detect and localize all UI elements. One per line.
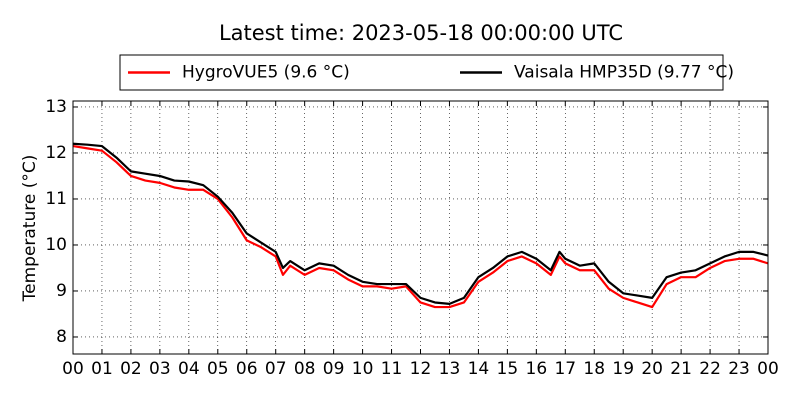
plot-frame — [72, 100, 769, 355]
x-tick-label: 00 — [62, 359, 84, 379]
x-tick-label: 20 — [641, 359, 663, 379]
x-tick-label: 10 — [352, 359, 374, 379]
x-tick-label: 08 — [294, 359, 316, 379]
y-axis-label: Temperature (°C) — [20, 155, 40, 303]
legend-label: Vaisala HMP35D (9.77 °C) — [514, 63, 734, 83]
y-tick-label: 11 — [45, 189, 67, 209]
y-tick-label: 9 — [56, 281, 67, 301]
x-tick-label: 21 — [670, 359, 692, 379]
x-tick-label: 22 — [699, 359, 721, 379]
line-series — [72, 144, 769, 309]
y-tick-label: 12 — [45, 143, 67, 163]
x-tick-label: 07 — [265, 359, 287, 379]
y-tick-label: 10 — [45, 235, 67, 255]
x-tick-label: 16 — [526, 359, 548, 379]
x-tick-label: 02 — [120, 359, 142, 379]
x-tick-label: 18 — [583, 359, 605, 379]
x-tick-label: 00 — [757, 359, 779, 379]
x-tick-label: 11 — [381, 359, 403, 379]
line-series — [72, 142, 769, 305]
x-tick-label: 13 — [439, 359, 461, 379]
x-tick-label: 03 — [149, 359, 171, 379]
legend-label: HygroVUE5 (9.6 °C) — [182, 63, 350, 83]
legend-box — [119, 54, 724, 91]
x-tick-label: 01 — [91, 359, 113, 379]
x-tick-label: 15 — [497, 359, 519, 379]
x-tick-label: 05 — [207, 359, 229, 379]
x-tick-label: 14 — [468, 359, 490, 379]
chart-title: Latest time: 2023-05-18 00:00:00 UTC — [219, 21, 623, 45]
x-tick-label: 09 — [323, 359, 345, 379]
x-tick-label: 19 — [612, 359, 634, 379]
x-tick-label: 06 — [236, 359, 258, 379]
x-tick-label: 23 — [728, 359, 750, 379]
x-tick-label: 12 — [410, 359, 432, 379]
x-tick-label: 04 — [178, 359, 200, 379]
x-tick-label: 17 — [554, 359, 576, 379]
y-tick-label: 8 — [56, 327, 67, 347]
y-tick-label: 13 — [45, 97, 67, 117]
